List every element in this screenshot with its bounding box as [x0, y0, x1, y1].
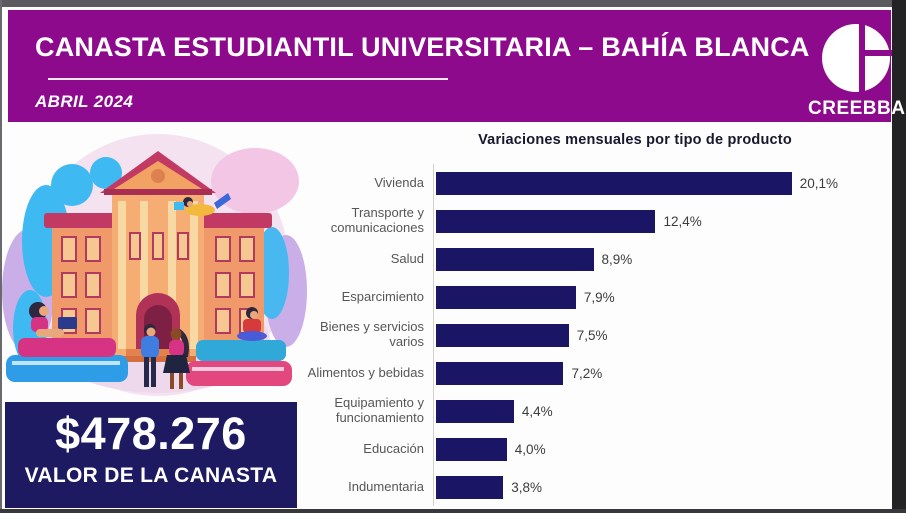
bar-plot-area: 7,9%	[433, 278, 890, 316]
bar-value-label: 7,9%	[583, 289, 615, 305]
frame-left-border	[0, 0, 2, 513]
bar-plot-area: 12,4%	[433, 202, 890, 240]
bar-value-label: 3,8%	[511, 479, 543, 495]
bar	[436, 437, 507, 461]
title-underline	[48, 78, 448, 80]
frame-right-border	[892, 0, 906, 513]
page-title: CANASTA ESTUDIANTIL UNIVERSITARIA – BAHÍ…	[35, 32, 810, 62]
bar-plot-area: 3,8%	[433, 468, 890, 506]
bar-value-label: 12,4%	[663, 213, 702, 229]
bar	[436, 361, 564, 385]
bar-plot-area: 20,1%	[433, 164, 890, 202]
bar	[436, 247, 594, 271]
bar-category-label: Salud	[390, 250, 424, 266]
bar-plot-area: 4,4%	[433, 392, 890, 430]
bar-row: Educación 4,0%	[305, 430, 890, 468]
bar-chart-rows: Vivienda 20,1% Transporte y comunicaciones…	[305, 164, 890, 506]
bar-row: Indumentaria 3,8%	[305, 468, 890, 506]
bar-category-label: Transporte y comunicaciones	[330, 205, 424, 235]
bar-row: Bienes y servicios varios 7,5%	[305, 316, 890, 354]
bar-plot-area: 4,0%	[433, 430, 890, 468]
bar	[436, 399, 514, 423]
subtitle-date: ABRIL 2024	[35, 92, 134, 111]
bar-value-label: 4,0%	[514, 441, 546, 457]
bar	[436, 209, 656, 233]
bar-row: Equipamiento y funcionamiento 4,4%	[305, 392, 890, 430]
bar-value-label: 4,4%	[521, 403, 553, 419]
bar	[436, 285, 576, 309]
bar-value-label: 8,9%	[601, 251, 633, 267]
chart-title: Variaciones mensuales por tipo de produc…	[478, 132, 792, 148]
logo-wordmark: CREEBBA	[808, 98, 906, 119]
bar-row: Esparcimiento 7,9%	[305, 278, 890, 316]
bar-row: Alimentos y bebidas 7,2%	[305, 354, 890, 392]
bar-row: Salud 8,9%	[305, 240, 890, 278]
bar	[436, 475, 504, 499]
bar-category-label: Alimentos y bebidas	[307, 364, 424, 380]
bar-plot-area: 7,5%	[433, 316, 890, 354]
basket-value: $478.276	[55, 408, 247, 459]
bar-row: Transporte y comunicaciones 12,4%	[305, 202, 890, 240]
bar-category-label: Bienes y servicios varios	[319, 319, 424, 349]
university-illustration	[2, 134, 307, 396]
bar	[436, 171, 792, 195]
creebba-logo-icon	[822, 22, 892, 94]
bar-row: Vivienda 20,1%	[305, 164, 890, 202]
bar-chart: Vivienda 20,1% Transporte y comunicaciones…	[305, 164, 890, 506]
frame-top-border	[0, 0, 906, 7]
frame-bottom-border	[0, 509, 906, 513]
header-banner: CANASTA ESTUDIANTIL UNIVERSITARIA – BAHÍ…	[8, 10, 906, 122]
bar	[436, 323, 569, 347]
bar-category-label: Indumentaria	[348, 478, 424, 494]
bar-category-label: Esparcimiento	[341, 288, 424, 304]
bar-plot-area: 7,2%	[433, 354, 890, 392]
bar-category-label: Equipamiento y funcionamiento	[334, 395, 424, 425]
basket-caption: VALOR DE LA CANASTA	[24, 464, 278, 487]
bar-value-label: 7,2%	[571, 365, 603, 381]
bar-value-label: 7,5%	[576, 327, 608, 343]
bar-category-label: Educación	[363, 440, 424, 456]
bar-category-label: Vivienda	[374, 174, 424, 190]
bar-plot-area: 8,9%	[433, 240, 890, 278]
bar-value-label: 20,1%	[799, 175, 839, 191]
basket-value-card: $478.276 VALOR DE LA CANASTA	[5, 402, 297, 508]
